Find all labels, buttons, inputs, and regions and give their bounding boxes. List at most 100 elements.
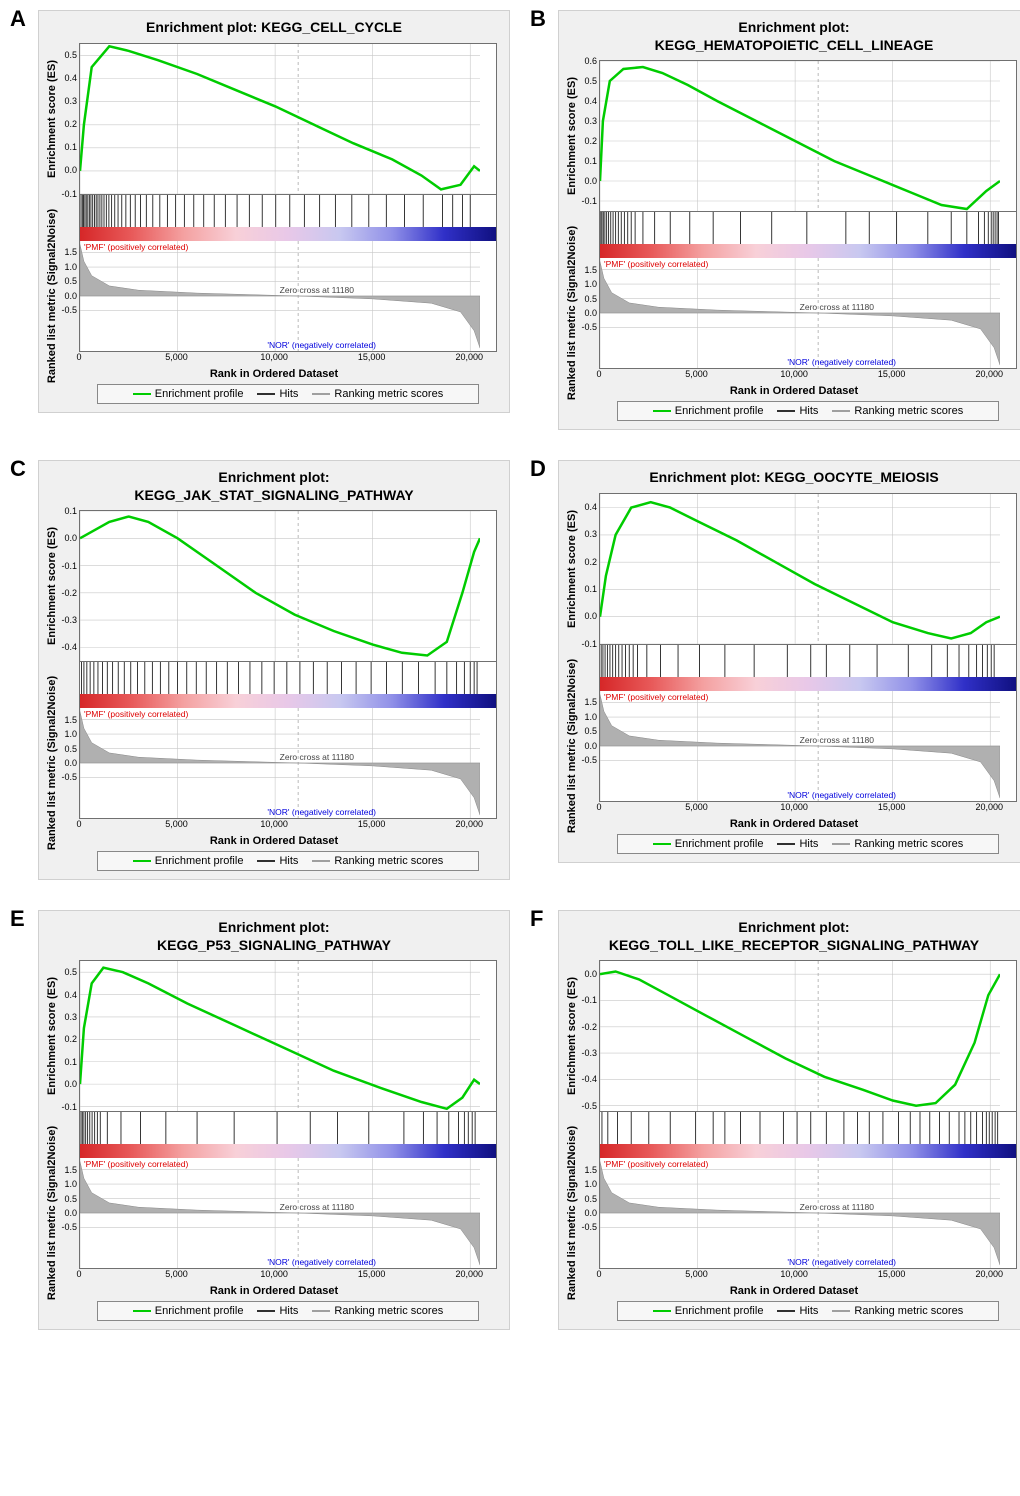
legend: Enrichment profileHitsRanking metric sco… (617, 834, 999, 854)
pos-corr-label: 'PMF' (positively correlated) (84, 1159, 188, 1169)
panel-letter: F (530, 906, 543, 932)
ytick: 0.0 (584, 176, 600, 186)
rank-ylabel: Ranked list metric (Signal2Noise) (46, 676, 58, 850)
ytick: 1.0 (584, 1179, 600, 1189)
xtick: 20,000 (455, 1269, 483, 1279)
xtick: 20,000 (975, 369, 1003, 379)
legend-item: Enrichment profile (155, 1305, 244, 1317)
ytick: 0.5 (64, 744, 80, 754)
ytick: 0.2 (584, 557, 600, 567)
ytick: 0.2 (64, 1034, 80, 1044)
xtick: 15,000 (358, 819, 386, 829)
plot-title: Enrichment plot:KEGG_P53_SIGNALING_PATHW… (45, 919, 503, 954)
ytick: 0.0 (64, 165, 80, 175)
legend-item: Hits (279, 388, 298, 400)
ytick: 0.5 (584, 726, 600, 736)
chart-area: Enrichment score (ES)-0.4-0.3-0.2-0.10.0… (79, 510, 497, 819)
chart-area: Enrichment score (ES)-0.10.00.10.20.30.4… (599, 493, 1017, 802)
xlabel: Rank in Ordered Dataset (565, 385, 1020, 397)
panel-letter: E (10, 906, 25, 932)
legend: Enrichment profileHitsRanking metric sco… (97, 1301, 479, 1321)
chart-area: Enrichment score (ES)-0.10.00.10.20.30.4… (599, 60, 1017, 369)
ytick: 0.0 (584, 611, 600, 621)
ytick: 0.0 (64, 533, 80, 543)
es-ylabel: Enrichment score (ES) (566, 510, 578, 628)
rank-ylabel: Ranked list metric (Signal2Noise) (46, 208, 58, 382)
panel-letter: B (530, 6, 546, 32)
xtick: 0 (596, 1269, 601, 1279)
ytick: 1.5 (64, 1165, 80, 1175)
ytick: -0.4 (581, 1074, 600, 1084)
xtick: 10,000 (260, 819, 288, 829)
ytick: 0.3 (64, 96, 80, 106)
ytick: -0.5 (581, 1101, 600, 1111)
xtick: 0 (76, 352, 81, 362)
zero-cross-label: Zero cross at 11180 (800, 302, 874, 312)
rank-ylabel: Ranked list metric (Signal2Noise) (566, 226, 578, 400)
legend-item: Ranking metric scores (854, 1305, 963, 1317)
legend-item: Enrichment profile (155, 388, 244, 400)
neg-corr-label: 'NOR' (negatively correlated) (267, 1257, 376, 1267)
zero-cross-label: Zero cross at 11180 (280, 752, 354, 762)
xtick: 5,000 (165, 352, 188, 362)
xtick: 5,000 (165, 1269, 188, 1279)
xtick: 5,000 (685, 1269, 708, 1279)
ytick: 0.1 (584, 584, 600, 594)
es-ylabel: Enrichment score (ES) (46, 977, 58, 1095)
plot-title: Enrichment plot:KEGG_HEMATOPOIETIC_CELL_… (565, 19, 1020, 54)
ytick: -0.2 (581, 1022, 600, 1032)
zero-cross-label: Zero cross at 11180 (800, 735, 874, 745)
neg-corr-label: 'NOR' (negatively correlated) (787, 1257, 896, 1267)
ytick: -0.5 (581, 322, 600, 332)
neg-corr-label: 'NOR' (negatively correlated) (787, 790, 896, 800)
plot-frame: Enrichment plot:KEGG_HEMATOPOIETIC_CELL_… (558, 10, 1020, 430)
plot-title: Enrichment plot:KEGG_JAK_STAT_SIGNALING_… (45, 469, 503, 504)
xtick: 10,000 (780, 802, 808, 812)
ytick: 1.5 (584, 697, 600, 707)
chart-area: Enrichment score (ES)-0.5-0.4-0.3-0.2-0.… (599, 960, 1017, 1269)
ytick: 1.0 (64, 262, 80, 272)
ytick: 1.0 (64, 1179, 80, 1189)
legend-item: Hits (799, 405, 818, 417)
ytick: 0.1 (64, 142, 80, 152)
ytick: 0.2 (584, 136, 600, 146)
legend: Enrichment profileHitsRanking metric sco… (617, 401, 999, 421)
xtick: 0 (596, 802, 601, 812)
xlabel: Rank in Ordered Dataset (565, 1285, 1020, 1297)
plot-title: Enrichment plot: KEGG_OOCYTE_MEIOSIS (565, 469, 1020, 487)
xlabel: Rank in Ordered Dataset (45, 1285, 503, 1297)
plot-frame: Enrichment plot:KEGG_TOLL_LIKE_RECEPTOR_… (558, 910, 1020, 1330)
xlabel: Rank in Ordered Dataset (45, 368, 503, 380)
ytick: 0.0 (584, 1208, 600, 1218)
ytick: 0.5 (64, 50, 80, 60)
xtick: 15,000 (878, 369, 906, 379)
legend: Enrichment profileHitsRanking metric sco… (97, 851, 479, 871)
ytick: 0.0 (64, 1208, 80, 1218)
panel-letter: A (10, 6, 26, 32)
legend: Enrichment profileHitsRanking metric sco… (97, 384, 479, 404)
ytick: 0.5 (584, 294, 600, 304)
plot-title: Enrichment plot: KEGG_CELL_CYCLE (45, 19, 503, 37)
ytick: -0.1 (581, 639, 600, 649)
ytick: 0.3 (584, 529, 600, 539)
pos-corr-label: 'PMF' (positively correlated) (84, 242, 188, 252)
es-ylabel: Enrichment score (ES) (566, 977, 578, 1095)
es-ylabel: Enrichment score (ES) (46, 527, 58, 645)
gsea-panel-f: FEnrichment plot:KEGG_TOLL_LIKE_RECEPTOR… (530, 910, 1020, 1330)
xtick: 10,000 (260, 1269, 288, 1279)
legend-item: Enrichment profile (675, 1305, 764, 1317)
xlabel: Rank in Ordered Dataset (565, 818, 1020, 830)
legend-item: Hits (799, 1305, 818, 1317)
xtick: 0 (76, 1269, 81, 1279)
plot-frame: Enrichment plot:KEGG_JAK_STAT_SIGNALING_… (38, 460, 510, 880)
es-ylabel: Enrichment score (ES) (46, 60, 58, 178)
ytick: 0.0 (584, 308, 600, 318)
zero-cross-label: Zero cross at 11180 (280, 1202, 354, 1212)
gsea-panel-b: BEnrichment plot:KEGG_HEMATOPOIETIC_CELL… (530, 10, 1020, 430)
xtick: 0 (76, 819, 81, 829)
xtick: 20,000 (455, 352, 483, 362)
ytick: 0.2 (64, 119, 80, 129)
plot-frame: Enrichment plot:KEGG_P53_SIGNALING_PATHW… (38, 910, 510, 1330)
legend-item: Enrichment profile (675, 838, 764, 850)
ytick: 0.3 (64, 1012, 80, 1022)
